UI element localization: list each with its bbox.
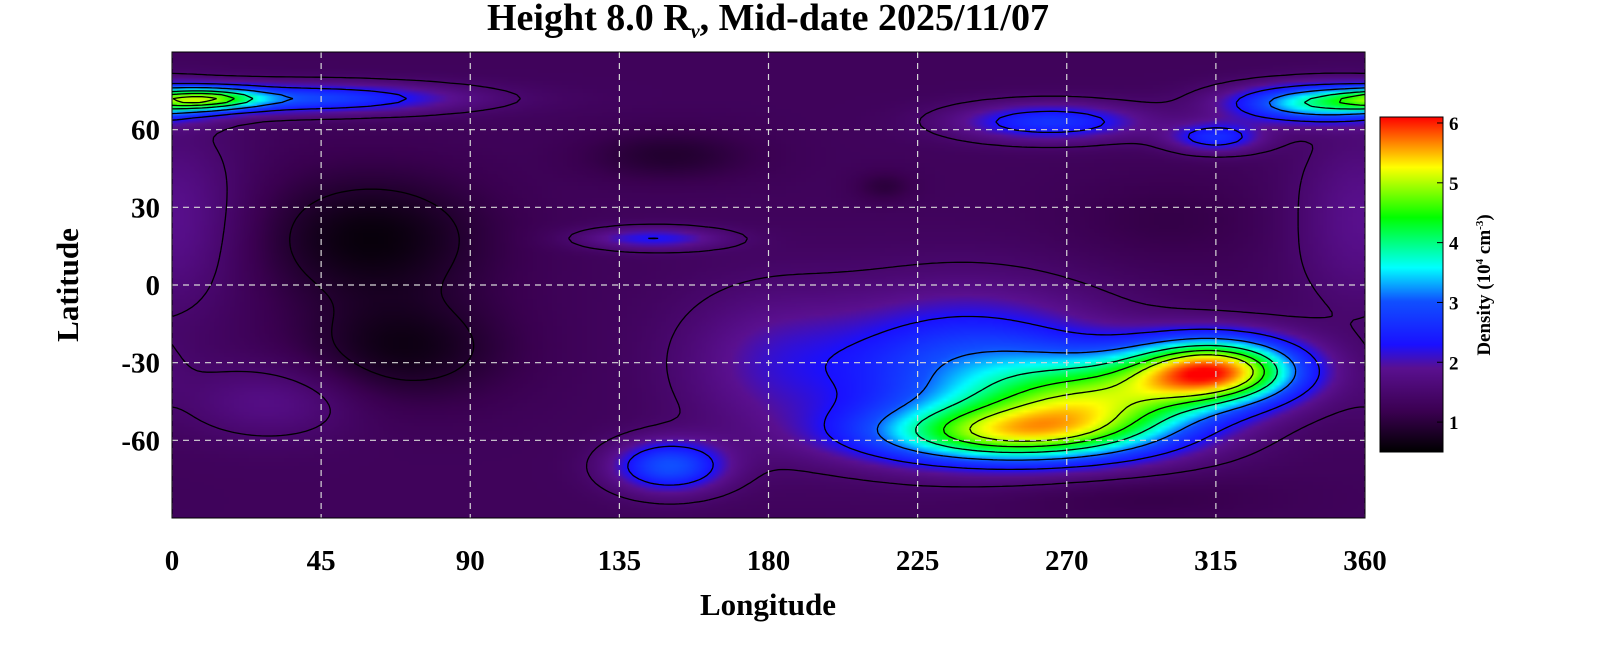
contour-level-4 [172, 90, 1365, 454]
contour-level-5 [172, 92, 1365, 448]
contour-level-1 [172, 72, 1365, 505]
x-axis-label: Longitude [700, 587, 836, 622]
y-tick-label-2: 0 [146, 270, 161, 302]
x-tick-label-4: 180 [747, 545, 791, 577]
colorbar [1379, 116, 1444, 453]
y-axis-ticks: 60 30 0 -30 -60 [121, 115, 160, 458]
plot-frame [171, 51, 1366, 519]
x-tick-label-1: 45 [307, 545, 336, 577]
y-tick-label-4: -60 [121, 425, 160, 457]
y-tick-label-1: 30 [131, 192, 160, 224]
colorbar-tick-label-0: 6 [1449, 114, 1459, 135]
contour-level-3 [172, 86, 1365, 461]
plot-grid [172, 52, 1365, 518]
contour-level-0 [289, 188, 475, 382]
x-tick-label-6: 270 [1045, 545, 1089, 577]
contour-lines [172, 72, 1365, 505]
x-tick-label-0: 0 [165, 545, 180, 577]
colorbar-tick-label-4: 2 [1449, 353, 1459, 374]
x-tick-label-5: 225 [896, 545, 940, 577]
colorbar-tick-label-5: 1 [1449, 413, 1459, 434]
colorbar-tick-label-2: 4 [1449, 234, 1459, 255]
chart-title: Height 8.0 Rv, Mid-date 2025/11/07 [487, 0, 1049, 43]
y-axis-label: Latitude [50, 228, 85, 342]
x-tick-label-3: 135 [598, 545, 642, 577]
colorbar-tick-label-3: 3 [1449, 293, 1459, 314]
y-tick-label-0: 60 [131, 115, 160, 147]
x-tick-label-7: 315 [1194, 545, 1238, 577]
y-tick-label-3: -30 [121, 348, 160, 380]
x-axis-ticks: 0 45 90 135 180 225 270 315 360 [165, 545, 1387, 577]
colorbar-label: Density (104 cm-3) [1474, 214, 1495, 355]
colorbar-tick-label-1: 5 [1449, 174, 1459, 195]
contour-level-6 [172, 95, 1254, 442]
contour-level-2 [172, 82, 1365, 486]
x-tick-label-2: 90 [456, 545, 485, 577]
x-tick-label-8: 360 [1343, 545, 1387, 577]
colorbar-ticks: 6 5 4 3 2 1 [1437, 114, 1459, 434]
